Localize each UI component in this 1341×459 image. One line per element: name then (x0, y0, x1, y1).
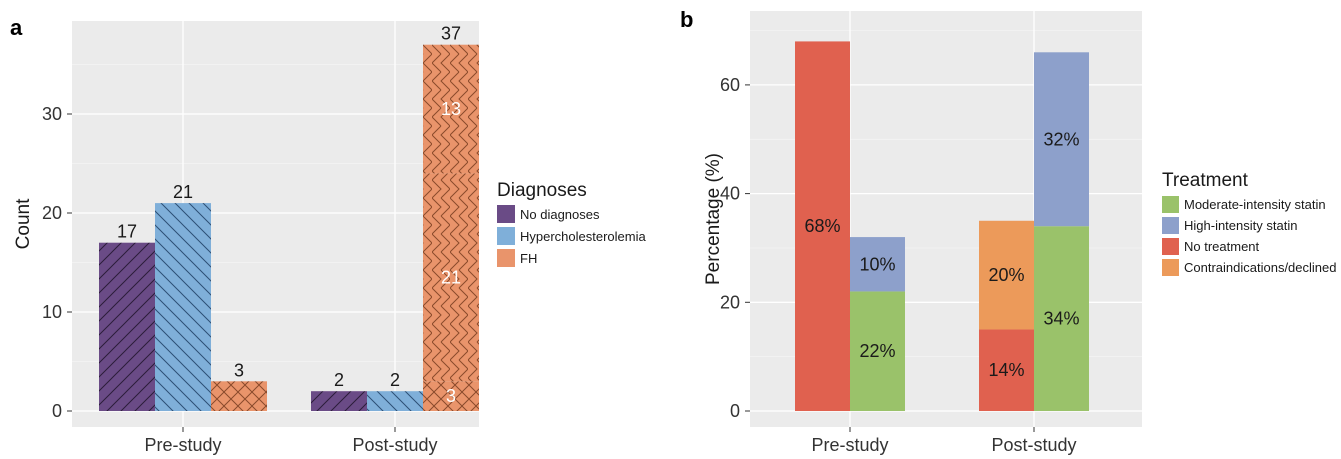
panel-a-bar-no-diagnoses (311, 391, 367, 411)
panel-b-legend-entry: Moderate-intensity statin (1184, 197, 1326, 212)
panel-b-legend-entry: High-intensity statin (1184, 218, 1297, 233)
panel-b-legend: Treatment Moderate-intensity statin High-… (1162, 170, 1336, 276)
panel-b-x-tick-label: Post-study (991, 435, 1076, 455)
panel-a-fh-segment-label: 13 (441, 99, 461, 119)
panel-b-legend-swatch (1162, 217, 1179, 234)
panel-a-bars: 17 2 21 2 3 37 3 21 13 (99, 24, 479, 411)
panel-b-legend-title: Treatment (1162, 170, 1249, 191)
panel-b-bar-high-intensity-statin (850, 237, 905, 292)
panel-b-axis-ticks: 0 20 40 60 Pre-study Post-study (720, 75, 1077, 455)
panel-b-y-axis-title: Percentage (%) (703, 153, 724, 285)
panel-a-fh-segment-label: 3 (446, 386, 456, 406)
panel-a-bar-value-label: 2 (334, 370, 344, 390)
panel-b-bar-no-treatment (979, 329, 1034, 411)
panel-b-y-tick-label: 20 (720, 292, 740, 312)
panel-a-bar-value-label: 21 (173, 182, 193, 202)
panel-a-bar-fh-segment (423, 44, 479, 174)
panel-b-bar-percent-label: 32% (1043, 129, 1079, 149)
panel-a-legend-entry: FH (520, 251, 537, 266)
panel-a-legend: Diagnoses No diagnoses Hypercholesterolem… (497, 180, 646, 267)
panel-a-y-tick-label: 30 (42, 104, 62, 124)
panel-b-bar-percent-label: 14% (988, 360, 1024, 380)
panel-b-legend-swatch (1162, 238, 1179, 255)
panel-a-bar-value-label: 37 (441, 24, 461, 44)
panel-b: b 68% 22% 10% 14% 20% 34% 32% 0 20 40 60 Pre-study… (680, 7, 1336, 455)
panel-b-y-tick-label: 40 (720, 184, 740, 204)
panel-a-bar-fh (211, 381, 267, 411)
panel-b-y-tick-label: 60 (720, 75, 740, 95)
panel-a-legend-swatch (497, 227, 515, 245)
panel-a-bar-value-label: 17 (117, 222, 137, 242)
panel-b-bars: 68% 22% 10% 14% 20% 34% 32% (795, 41, 1089, 412)
panel-a-legend-entry: Hypercholesterolemia (520, 229, 646, 244)
panel-b-bar-moderate-intensity-statin (1034, 226, 1089, 411)
panel-a-bar-hypercholesterolemia (155, 203, 211, 411)
panel-a-fh-segment-label: 21 (441, 267, 461, 287)
panel-a-axis-ticks: 0 10 20 30 Pre-study Post-study (42, 104, 438, 455)
panel-b-bar-high-intensity-statin (1034, 52, 1089, 227)
panel-a-x-tick-label: Post-study (352, 435, 437, 455)
panel-b-bar-moderate-intensity-statin (850, 291, 905, 411)
panel-b-bar-no-treatment (795, 41, 850, 412)
panel-a-y-axis-title: Count (13, 198, 34, 249)
panel-a-y-tick-label: 10 (42, 302, 62, 322)
panel-a-bar-no-diagnoses (99, 242, 155, 411)
panel-b-legend-entry: Contraindications/declined (1184, 260, 1336, 275)
panel-a-label: a (10, 15, 23, 40)
panel-b-x-tick-label: Pre-study (811, 435, 888, 455)
panel-b-bar-percent-label: 22% (859, 341, 895, 361)
panel-a-bar-value-label: 2 (390, 370, 400, 390)
panel-a-bar-value-label: 3 (234, 360, 244, 380)
panel-b-legend-entry: No treatment (1184, 239, 1260, 254)
panel-a-legend-swatch (497, 249, 515, 267)
panel-b-bar-contraindications-declined (979, 220, 1034, 330)
panel-a-legend-swatch (497, 205, 515, 223)
panel-a: a 17 2 21 2 3 37 3 21 13 0 10 20 30 Pre-study Post-st… (10, 15, 646, 455)
panel-a-legend-entry: No diagnoses (520, 207, 600, 222)
panel-a-legend-title: Diagnoses (497, 180, 587, 201)
panel-a-bar-fh-segment (423, 173, 479, 382)
panel-b-legend-swatch (1162, 196, 1179, 213)
panel-b-bar-percent-label: 20% (988, 265, 1024, 285)
panel-b-bar-percent-label: 34% (1043, 309, 1079, 329)
panel-b-bar-percent-label: 68% (804, 216, 840, 236)
panel-b-bar-percent-label: 10% (859, 254, 895, 274)
panel-a-y-tick-label: 0 (52, 401, 62, 421)
panel-a-bar-hypercholesterolemia (367, 391, 423, 411)
panel-a-bar-fh-segment (423, 381, 479, 411)
panel-a-y-tick-label: 20 (42, 203, 62, 223)
panel-b-y-tick-label: 0 (730, 401, 740, 421)
panel-a-x-tick-label: Pre-study (144, 435, 221, 455)
panel-b-legend-swatch (1162, 259, 1179, 276)
panel-b-label: b (680, 7, 693, 32)
